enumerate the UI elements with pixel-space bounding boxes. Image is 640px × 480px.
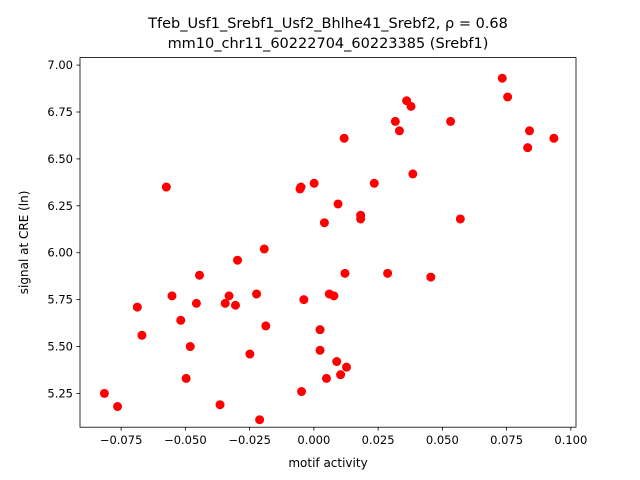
data-point xyxy=(137,330,147,340)
y-tick-label: 5.75 xyxy=(47,293,73,307)
data-point xyxy=(383,268,393,278)
data-point xyxy=(369,178,379,188)
chart-title-line2: mm10_chr11_60222704_60223385 (Srebf1) xyxy=(168,36,489,52)
data-point xyxy=(455,214,465,224)
x-tick-label: 0.050 xyxy=(426,433,459,447)
data-point xyxy=(167,291,177,301)
y-tick-label: 6.25 xyxy=(47,199,73,213)
y-tick-label: 5.50 xyxy=(47,340,73,354)
x-axis-label: motif activity xyxy=(288,456,367,470)
x-tick-label: 0.100 xyxy=(554,433,587,447)
data-point xyxy=(176,315,186,325)
data-point xyxy=(340,268,350,278)
data-point xyxy=(339,133,349,143)
data-point xyxy=(321,373,331,383)
data-point xyxy=(319,218,329,228)
data-point xyxy=(497,73,507,83)
x-tick-label: −0.050 xyxy=(164,433,207,447)
data-point xyxy=(524,126,534,136)
x-tick-label: −0.075 xyxy=(100,433,143,447)
data-point xyxy=(132,302,142,312)
data-point xyxy=(252,289,262,299)
data-point xyxy=(185,342,195,352)
data-point xyxy=(408,169,418,179)
data-point xyxy=(426,272,436,282)
data-point xyxy=(309,178,319,188)
data-point xyxy=(315,345,325,355)
data-point xyxy=(333,199,343,209)
data-point xyxy=(255,415,265,425)
data-point xyxy=(332,357,342,367)
data-point xyxy=(503,92,513,102)
data-point xyxy=(245,349,255,359)
data-point xyxy=(356,214,366,224)
y-tick-label: 6.00 xyxy=(47,246,73,260)
data-point xyxy=(261,321,271,331)
y-axis-ticks: 5.25 5.50 5.75 6.00 6.25 6.50 6.75 7.00 xyxy=(47,58,80,400)
chart-title-line1: Tfeb_Usf1_Srebf1_Usf2_Bhlhe41_Srebf2, ρ … xyxy=(147,16,508,32)
data-point xyxy=(446,116,456,126)
data-point xyxy=(406,101,416,111)
data-point xyxy=(336,370,346,380)
data-point xyxy=(549,133,559,143)
data-point xyxy=(233,255,243,265)
data-point xyxy=(230,300,240,310)
y-axis-label: signal at CRE (ln) xyxy=(17,191,31,295)
y-tick-label: 5.25 xyxy=(47,386,73,400)
data-point xyxy=(181,373,191,383)
x-tick-label: −0.025 xyxy=(228,433,271,447)
data-point xyxy=(296,182,306,192)
data-point xyxy=(299,295,309,305)
data-point xyxy=(315,325,325,335)
y-tick-label: 6.50 xyxy=(47,152,73,166)
data-point xyxy=(259,244,269,254)
data-point xyxy=(342,362,351,372)
data-point xyxy=(297,387,307,397)
data-point xyxy=(394,126,404,136)
data-point xyxy=(224,291,234,301)
x-axis-ticks: −0.075 −0.050 −0.025 0.000 0.025 0.050 0.075 0.… xyxy=(100,427,587,447)
data-point xyxy=(99,388,109,398)
y-tick-label: 6.75 xyxy=(47,105,73,119)
data-point xyxy=(195,270,204,280)
x-tick-label: 0.000 xyxy=(297,433,330,447)
data-point xyxy=(161,182,171,192)
plot-frame xyxy=(79,57,577,428)
data-point xyxy=(523,143,533,153)
data-point xyxy=(390,116,400,126)
data-point xyxy=(329,291,339,301)
data-points xyxy=(99,73,559,425)
x-tick-label: 0.025 xyxy=(362,433,395,447)
data-point xyxy=(113,402,123,412)
data-point xyxy=(215,400,225,410)
y-tick-label: 7.00 xyxy=(47,58,73,72)
data-point xyxy=(191,298,201,308)
data-point xyxy=(220,298,230,308)
x-tick-label: 0.075 xyxy=(490,433,523,447)
